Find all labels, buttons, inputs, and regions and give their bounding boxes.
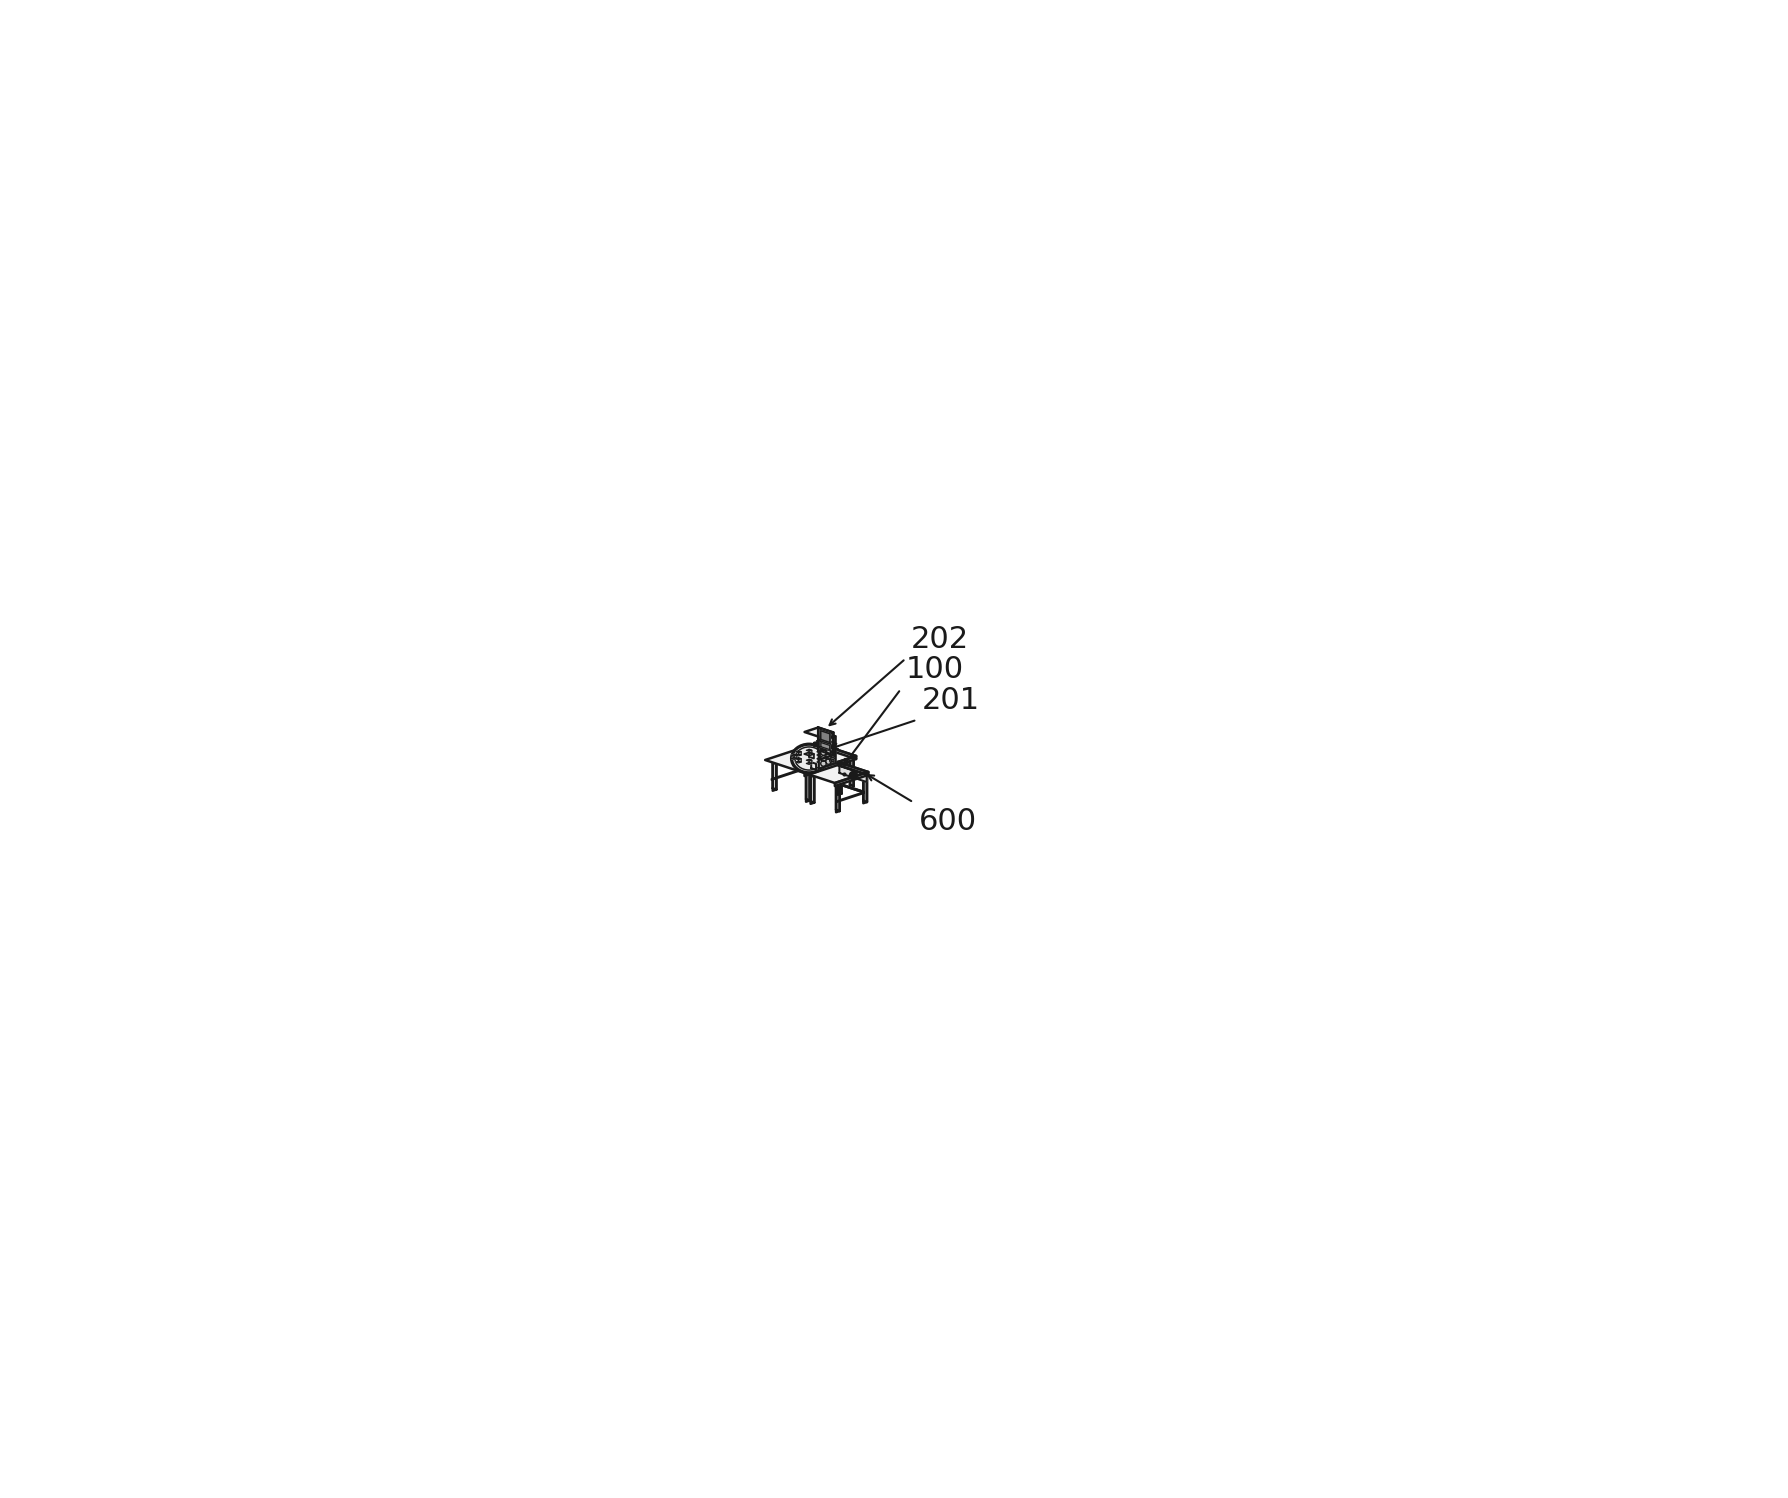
Polygon shape [849,759,853,788]
Polygon shape [817,748,821,774]
Polygon shape [806,759,812,761]
Polygon shape [814,743,817,746]
Polygon shape [772,762,776,791]
Polygon shape [810,759,812,764]
Polygon shape [835,771,869,786]
Polygon shape [819,758,830,764]
Text: 600: 600 [919,807,976,836]
Polygon shape [806,762,812,764]
Polygon shape [794,755,797,758]
Polygon shape [772,761,776,789]
Polygon shape [796,758,801,759]
Polygon shape [817,748,821,776]
Polygon shape [821,752,828,762]
Polygon shape [792,758,797,759]
Polygon shape [864,774,867,803]
Polygon shape [810,774,814,803]
Text: 100: 100 [907,655,964,685]
Polygon shape [837,783,840,810]
Polygon shape [864,774,867,801]
Polygon shape [821,730,830,743]
Polygon shape [799,758,801,762]
Polygon shape [765,743,856,773]
Polygon shape [817,743,856,759]
Polygon shape [833,736,835,762]
Polygon shape [792,755,797,756]
Polygon shape [815,764,851,776]
Polygon shape [837,783,840,812]
Polygon shape [849,758,853,786]
Polygon shape [799,750,801,755]
Polygon shape [806,749,812,750]
Polygon shape [806,773,810,800]
Polygon shape [819,728,833,755]
Polygon shape [817,753,822,756]
Polygon shape [817,761,822,762]
Polygon shape [805,756,856,776]
Polygon shape [806,773,810,801]
Polygon shape [839,765,867,774]
Polygon shape [821,755,826,756]
Polygon shape [831,759,833,762]
Polygon shape [821,731,830,743]
Polygon shape [821,742,830,750]
Polygon shape [819,733,833,759]
Polygon shape [817,758,822,759]
Ellipse shape [803,758,824,768]
Polygon shape [814,743,817,746]
Polygon shape [812,762,815,770]
Polygon shape [810,749,812,753]
Polygon shape [817,764,851,776]
Text: 201: 201 [923,686,980,715]
Polygon shape [837,792,864,803]
Polygon shape [821,758,826,759]
Polygon shape [810,776,814,804]
Ellipse shape [792,745,826,773]
Polygon shape [796,761,801,762]
Polygon shape [805,728,833,737]
Polygon shape [819,736,835,768]
Polygon shape [796,753,801,756]
Polygon shape [805,752,814,755]
Polygon shape [839,765,867,782]
Polygon shape [819,758,822,762]
Text: 202: 202 [910,625,969,653]
Polygon shape [839,783,864,792]
Polygon shape [821,743,830,749]
Polygon shape [837,783,864,792]
Polygon shape [806,752,812,755]
Polygon shape [796,750,801,752]
Polygon shape [819,750,822,755]
Polygon shape [805,762,869,783]
Polygon shape [817,736,835,742]
Polygon shape [810,752,814,758]
Polygon shape [839,767,842,795]
Polygon shape [821,753,828,764]
Polygon shape [771,764,815,780]
Polygon shape [817,750,822,752]
Polygon shape [824,755,826,758]
Polygon shape [839,765,842,794]
Polygon shape [839,762,869,774]
